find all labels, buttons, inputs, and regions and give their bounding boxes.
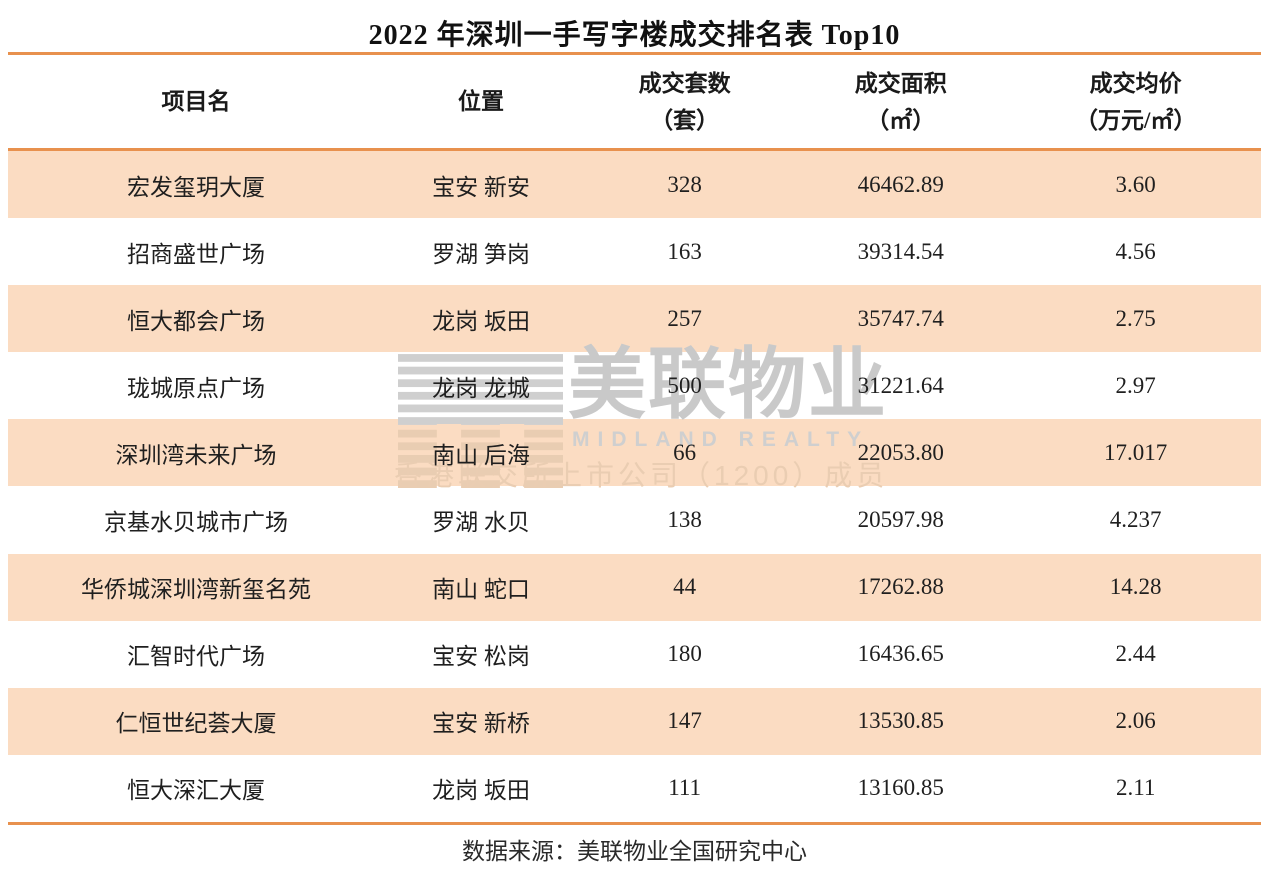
column-header-label: 位置 [457,89,504,114]
table-cell: 恒大深汇大厦 [126,778,265,804]
table-cell: 44 [673,574,697,600]
table-cell: 13530.85 [857,708,944,734]
table-cell: 4.237 [1109,507,1162,533]
table-cell: 35747.74 [857,305,944,331]
table-row: 深圳湾未来广场 南山 后海 66 22053.80 17.017 [8,419,1261,487]
column-header: 项目名 [8,83,384,120]
column-header-unit: （㎡） [866,107,936,133]
table-cell: 20597.98 [857,507,944,533]
table-header-row: 项目名 位置 成交套数 （套） 成交面积 （㎡） 成交均价 （万元/㎡） [8,55,1261,148]
column-header-label: 成交均价 [1089,70,1182,96]
table-cell: 13160.85 [857,775,944,801]
column-header: 位置 [384,83,578,120]
table-cell: 恒大都会广场 [126,308,265,334]
table-cell: 南山 后海 [432,442,530,468]
data-source-note: 数据来源：美联物业全国研究中心 [462,839,807,864]
table-cell: 500 [667,372,702,398]
table-cell: 163 [667,238,702,264]
table-cell: 2.97 [1115,372,1156,398]
table-cell: 仁恒世纪荟大厦 [115,711,277,737]
table-cell: 龙岗 龙城 [432,375,530,401]
table-cell: 龙岗 坂田 [432,778,530,804]
table-cell: 3.60 [1115,171,1156,197]
table-cell: 328 [667,171,702,197]
table-row: 招商盛世广场 罗湖 笋岗 163 39314.54 4.56 [8,218,1261,286]
table-row: 恒大深汇大厦 龙岗 坂田 111 13160.85 2.11 [8,754,1261,822]
column-header-label: 项目名 [161,89,231,114]
table-cell: 宏发玺玥大厦 [126,174,265,200]
table-cell: 罗湖 水贝 [432,510,530,536]
table-cell: 宝安 松岗 [432,644,530,670]
table-row: 珑城原点广场 龙岗 龙城 500 31221.64 2.97 [8,352,1261,420]
table-cell: 深圳湾未来广场 [115,442,277,468]
table-row: 京基水贝城市广场 罗湖 水贝 138 20597.98 4.237 [8,486,1261,554]
table-cell: 66 [673,439,697,465]
table-cell: 257 [667,305,702,331]
table-cell: 2.11 [1115,775,1156,801]
table-row: 华侨城深圳湾新玺名苑 南山 蛇口 44 17262.88 14.28 [8,553,1261,621]
table-cell: 14.28 [1109,574,1162,600]
table-cell: 2.44 [1115,641,1156,667]
table-cell: 珑城原点广场 [126,375,265,401]
table-cell: 龙岗 坂田 [432,308,530,334]
table-row: 宏发玺玥大厦 宝安 新安 328 46462.89 3.60 [8,151,1261,219]
table-cell: 罗湖 笋岗 [432,241,530,267]
bottom-rule [8,822,1261,825]
table-row: 汇智时代广场 宝安 松岗 180 16436.65 2.44 [8,620,1261,688]
table-cell: 180 [667,641,702,667]
table-cell: 111 [668,775,701,801]
table-cell: 京基水贝城市广场 [103,510,288,536]
column-header: 成交面积 （㎡） [791,65,1010,139]
column-header-label: 成交套数 [638,70,731,96]
column-header-unit: （万元/㎡） [1074,107,1197,133]
table-cell: 宝安 新桥 [432,711,530,737]
table-cell: 17.017 [1104,439,1168,465]
table-cell: 31221.64 [857,372,944,398]
table-cell: 汇智时代广场 [126,644,265,670]
table-row: 恒大都会广场 龙岗 坂田 257 35747.74 2.75 [8,285,1261,353]
table-cell: 2.75 [1115,305,1156,331]
column-header: 成交均价 （万元/㎡） [1010,65,1261,139]
table-cell: 46462.89 [857,171,944,197]
table-row: 仁恒世纪荟大厦 宝安 新桥 147 13530.85 2.06 [8,687,1261,755]
column-header-label: 成交面积 [854,70,947,96]
header-rule [8,148,1261,151]
table-cell: 宝安 新安 [432,174,530,200]
table-title: 2022 年深圳一手写字楼成交排名表 Top10 [368,20,901,51]
table-cell: 39314.54 [857,238,944,264]
top-rule [8,52,1261,55]
table-cell: 147 [667,708,702,734]
table-cell: 17262.88 [857,574,944,600]
table-cell: 招商盛世广场 [126,241,265,267]
column-header-unit: （套） [650,107,720,133]
table-cell: 138 [667,507,702,533]
table-cell: 22053.80 [857,439,944,465]
column-header: 成交套数 （套） [578,65,791,139]
table-cell: 16436.65 [857,641,944,667]
table-cell: 华侨城深圳湾新玺名苑 [80,577,311,603]
table-cell: 4.56 [1115,238,1156,264]
table-cell: 2.06 [1115,708,1156,734]
table-cell: 南山 蛇口 [432,577,530,603]
table-body: 宏发玺玥大厦 宝安 新安 328 46462.89 3.60 招商盛世广场 罗湖 笋岗 163… [8,151,1261,822]
